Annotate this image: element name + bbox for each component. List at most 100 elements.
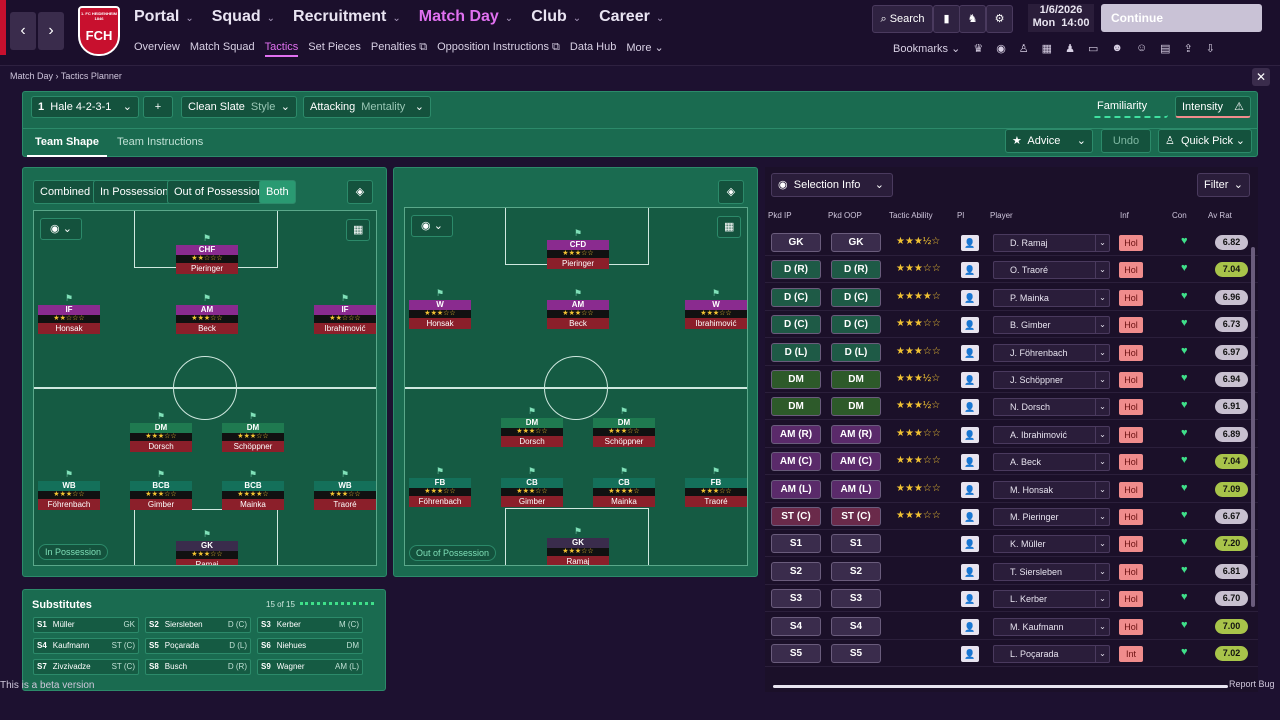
position-oop-button[interactable]: DM xyxy=(831,397,881,417)
substitute-item[interactable]: S7 Zivzivadze ST (C) xyxy=(33,659,139,675)
report-icon[interactable]: ▤ xyxy=(1160,43,1171,55)
gear-icon[interactable]: ⚙ xyxy=(986,5,1013,33)
position-oop-button[interactable]: AM (C) xyxy=(831,452,881,472)
player-card[interactable]: ⚑ IF ★★☆☆☆ Ibrahimović xyxy=(314,293,376,334)
player-card[interactable]: ⚑ WB ★★★☆☆ Föhrenbach xyxy=(38,469,100,510)
view-combined[interactable]: Combined xyxy=(33,180,98,204)
player-card[interactable]: ⚑ CB ★★★☆☆ Gimber xyxy=(501,466,563,507)
col-inf[interactable]: Inf xyxy=(1120,211,1129,220)
substitute-item[interactable]: S8 Busch D (R) xyxy=(145,659,251,675)
table-row[interactable]: DM DM ★★★½☆ 👤 N. Dorsch ⌄ Hol ♥ 6.91 xyxy=(765,393,1258,421)
position-ip-button[interactable]: S5 xyxy=(771,644,821,663)
position-ip-button[interactable]: S2 xyxy=(771,561,821,581)
position-oop-button[interactable]: DM xyxy=(831,370,881,389)
player-card[interactable]: ⚑ DM ★★★☆☆ Dorsch xyxy=(501,406,563,447)
table-row[interactable]: D (L) D (L) ★★★☆☆ 👤 J. Föhrenbach ⌄ Hol ♥… xyxy=(765,339,1258,366)
nav-squad[interactable]: Squad ⌄ xyxy=(211,8,276,25)
substitute-item[interactable]: S6 Niehues DM xyxy=(257,638,363,654)
player-instructions-icon[interactable]: 👤 xyxy=(961,509,979,525)
player-select[interactable]: J. Föhrenbach ⌄ xyxy=(993,343,1110,362)
player-instructions-icon[interactable]: 👤 xyxy=(961,344,979,361)
player-instructions-icon[interactable]: 👤 xyxy=(961,235,979,251)
player-select[interactable]: B. Gimber ⌄ xyxy=(993,316,1110,335)
position-ip-button[interactable]: S4 xyxy=(771,616,821,636)
col-av-rat[interactable]: Av Rat xyxy=(1208,211,1232,220)
player-card[interactable]: ⚑ W ★★★☆☆ Honsak xyxy=(409,288,471,329)
player-select[interactable]: M. Pieringer ⌄ xyxy=(993,508,1110,526)
grid-icon[interactable]: ▦ xyxy=(717,216,741,238)
position-oop-button[interactable]: S3 xyxy=(831,589,881,609)
player-card[interactable]: ⚑ DM ★★★☆☆ Schöppner xyxy=(222,411,284,452)
intensity-indicator[interactable]: Intensity ⚠ xyxy=(1175,96,1251,118)
position-ip-button[interactable]: AM (R) xyxy=(771,424,821,444)
subnav-tactics[interactable]: Tactics xyxy=(264,41,299,57)
position-oop-button[interactable]: GK xyxy=(831,233,881,252)
substitute-item[interactable]: S2 Siersleben D (C) xyxy=(145,617,251,633)
pitch-settings-icon[interactable]: ◈ xyxy=(718,180,744,204)
player-instructions-icon[interactable]: 👤 xyxy=(961,481,979,498)
subnav-match-squad[interactable]: Match Squad xyxy=(189,41,255,53)
search-button[interactable]: ⌕ Search xyxy=(872,5,933,33)
player-card[interactable]: ⚑ BCB ★★★☆☆ Gimber xyxy=(130,469,192,510)
position-ip-button[interactable]: ST (C) xyxy=(771,507,821,526)
player-instructions-icon[interactable]: 👤 xyxy=(961,426,979,443)
player-card[interactable]: ⚑ DM ★★★☆☆ Dorsch xyxy=(130,411,192,452)
position-oop-button[interactable]: S1 xyxy=(831,534,881,554)
player-select[interactable]: O. Traoré ⌄ xyxy=(993,261,1110,280)
player-card[interactable]: ⚑ CHF ★★☆☆☆ Pieringer xyxy=(176,233,238,274)
player-select[interactable]: L. Poçarada ⌄ xyxy=(993,645,1110,663)
table-row[interactable]: ST (C) ST (C) ★★★☆☆ 👤 M. Pieringer ⌄ Hol … xyxy=(765,503,1258,530)
col-con[interactable]: Con xyxy=(1172,211,1187,220)
player-select[interactable]: K. Müller ⌄ xyxy=(993,535,1110,554)
face-icon[interactable]: ☻ xyxy=(1111,42,1123,54)
position-ip-button[interactable]: DM xyxy=(771,370,821,389)
table-row[interactable]: GK GK ★★★½☆ 👤 D. Ramaj ⌄ Hol ♥ 6.82 xyxy=(765,229,1258,256)
position-oop-button[interactable]: S5 xyxy=(831,644,881,663)
nav-match-day[interactable]: Match Day ⌄ xyxy=(418,8,514,25)
substitute-item[interactable]: S3 Kerber M (C) xyxy=(257,617,363,633)
smile-icon[interactable]: ☺ xyxy=(1135,42,1148,54)
table-row[interactable]: S1 S1 👤 K. Müller ⌄ Hol ♥ 7.20 xyxy=(765,530,1258,558)
substitute-item[interactable]: S1 Müller GK xyxy=(33,617,139,633)
player-instructions-icon[interactable]: 👤 xyxy=(961,618,979,635)
player-select[interactable]: M. Kaufmann ⌄ xyxy=(993,617,1110,636)
familiarity-indicator[interactable]: Familiarity xyxy=(1091,96,1168,118)
player-instructions-icon[interactable]: 👤 xyxy=(961,289,979,306)
player-select[interactable]: L. Kerber ⌄ xyxy=(993,590,1110,609)
continue-button[interactable]: Continue xyxy=(1101,4,1262,32)
subnav-overview[interactable]: Overview xyxy=(134,41,180,53)
player-instructions-icon[interactable]: 👤 xyxy=(961,262,979,279)
player-card[interactable]: ⚑ AM ★★★☆☆ Beck xyxy=(176,293,238,334)
report-bug-link[interactable]: Report Bug xyxy=(1229,679,1275,689)
player-select[interactable]: N. Dorsch ⌄ xyxy=(993,398,1110,417)
tab-team-shape[interactable]: Team Shape xyxy=(27,129,107,157)
player-card[interactable]: ⚑ FB ★★★☆☆ Föhrenbach xyxy=(409,466,471,507)
player-card[interactable]: ⚑ W ★★★☆☆ Ibrahimović xyxy=(685,288,747,329)
player-instructions-icon[interactable]: 👤 xyxy=(961,454,979,471)
player-card[interactable]: ⚑ WB ★★★☆☆ Traoré xyxy=(314,469,376,510)
player-select[interactable]: J. Schöppner ⌄ xyxy=(993,371,1110,389)
tactic-select[interactable]: 1 Hale 4-2-3-1 ⌄ xyxy=(31,96,139,118)
subnav-opposition-instructions[interactable]: Opposition Instructions ⧉ xyxy=(437,41,560,53)
visibility-toggle[interactable]: ◉ ⌄ xyxy=(40,218,82,240)
col-pkd-oop[interactable]: Pkd OOP xyxy=(828,211,862,220)
bookmark-icon[interactable]: ▮ xyxy=(933,5,960,33)
col-pkd-ip[interactable]: Pkd IP xyxy=(768,211,792,220)
table-row[interactable]: S3 S3 👤 L. Kerber ⌄ Hol ♥ 6.70 xyxy=(765,585,1258,613)
breadcrumb-match-day[interactable]: Match Day xyxy=(10,71,54,81)
position-ip-button[interactable]: D (C) xyxy=(771,287,821,307)
position-oop-button[interactable]: AM (R) xyxy=(831,424,881,444)
nav-portal[interactable]: Portal ⌄ xyxy=(134,8,194,25)
table-row[interactable]: DM DM ★★★½☆ 👤 J. Schöppner ⌄ Hol ♥ 6.94 xyxy=(765,366,1258,393)
position-ip-button[interactable]: D (C) xyxy=(771,315,821,335)
player-card[interactable]: ⚑ GK ★★★☆☆ Ramaj xyxy=(176,529,238,565)
player-card[interactable]: ⚑ GK ★★★☆☆ Ramaj xyxy=(547,526,609,565)
close-icon[interactable]: ✕ xyxy=(1252,68,1270,86)
people-icon[interactable]: ♟ xyxy=(1065,43,1075,55)
table-row[interactable]: S5 S5 👤 L. Poçarada ⌄ Int ♥ 7.02 xyxy=(765,640,1258,667)
player-card[interactable]: ⚑ CFD ★★★☆☆ Pieringer xyxy=(547,228,609,269)
view-out-of-possession[interactable]: Out of Possession xyxy=(167,180,271,204)
subnav-more[interactable]: More ⌄ xyxy=(626,42,664,54)
forward-button[interactable]: › xyxy=(38,12,64,50)
substitute-item[interactable]: S5 Poçarada D (L) xyxy=(145,638,251,654)
